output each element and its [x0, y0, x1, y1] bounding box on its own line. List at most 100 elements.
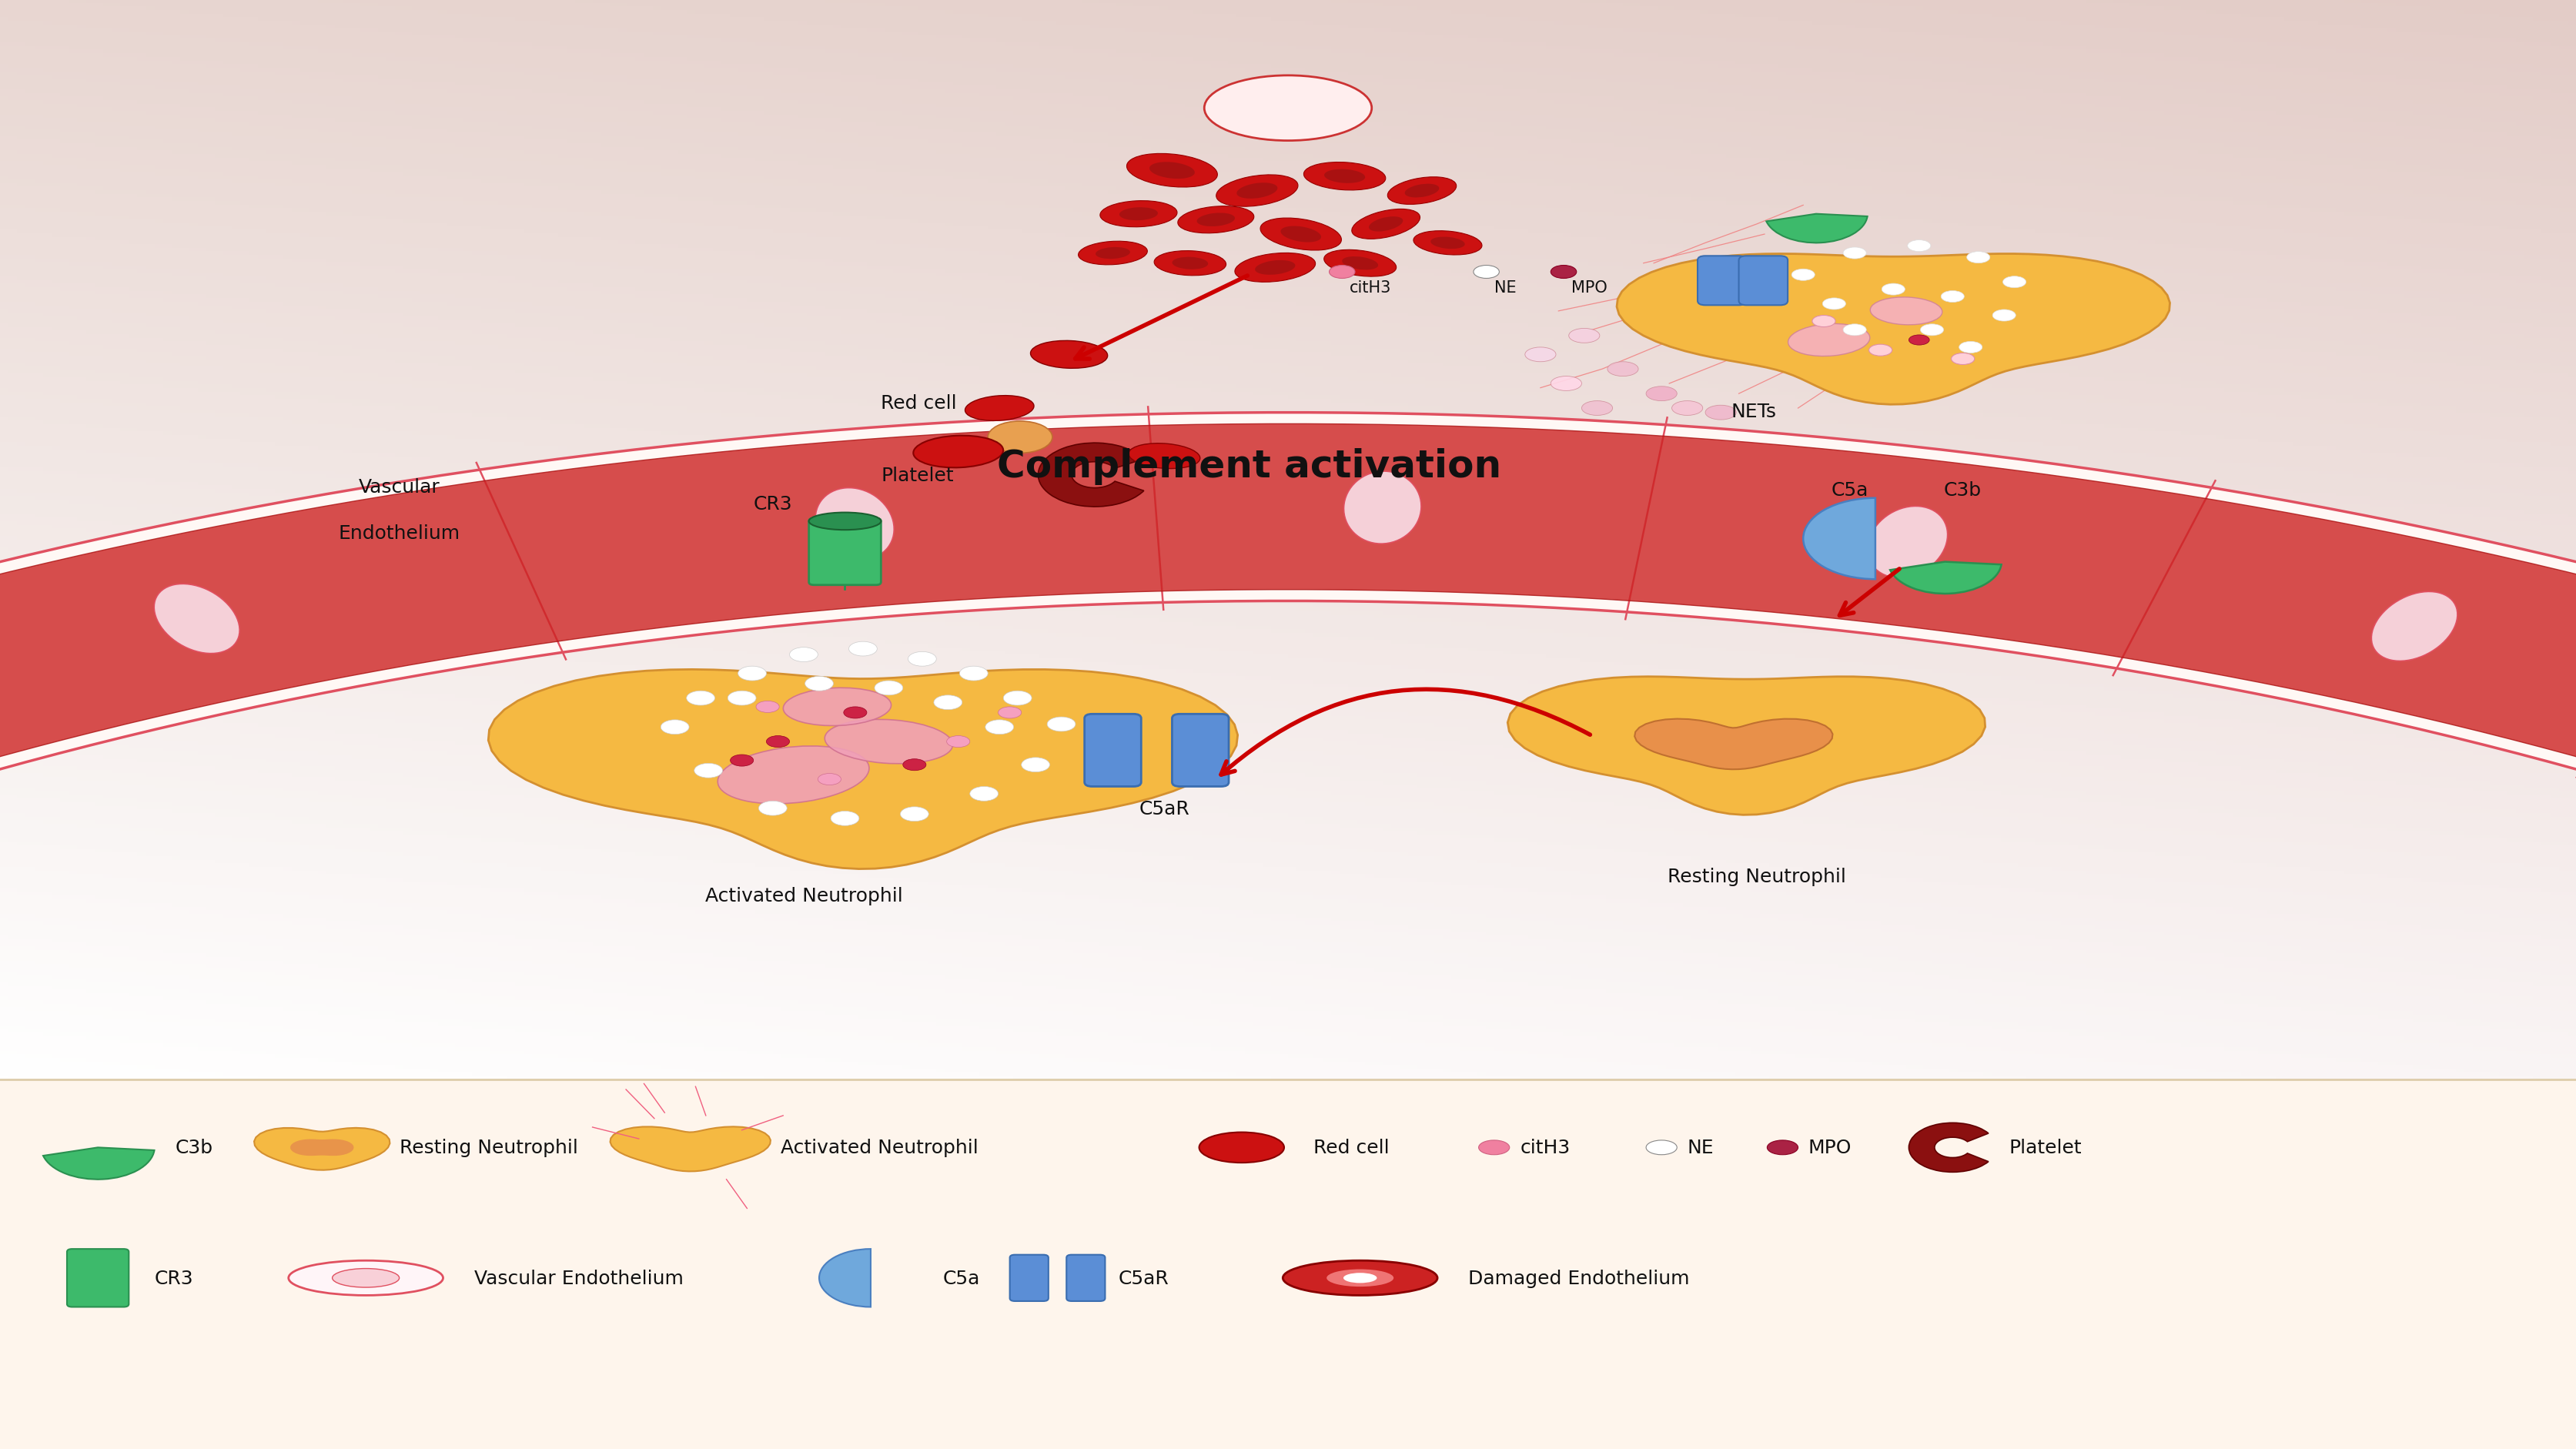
Bar [0, 1080, 2576, 1449]
FancyBboxPatch shape [1739, 256, 1788, 306]
Ellipse shape [997, 707, 1020, 719]
Ellipse shape [845, 707, 866, 719]
Ellipse shape [685, 691, 716, 706]
Text: C3b: C3b [175, 1139, 214, 1156]
Ellipse shape [1844, 248, 1865, 259]
Ellipse shape [1909, 241, 1932, 252]
Text: citH3: citH3 [1350, 281, 1391, 296]
Ellipse shape [1793, 270, 1814, 281]
Ellipse shape [1255, 261, 1296, 275]
Ellipse shape [696, 764, 721, 778]
Text: Resting Neutrophil: Resting Neutrophil [399, 1139, 577, 1156]
Ellipse shape [1126, 154, 1218, 188]
Ellipse shape [1870, 297, 1942, 326]
Ellipse shape [1324, 170, 1365, 184]
Ellipse shape [1345, 1272, 1376, 1284]
Ellipse shape [1582, 401, 1613, 416]
Text: Vascular: Vascular [358, 478, 440, 497]
Ellipse shape [1607, 362, 1638, 377]
Ellipse shape [1280, 226, 1321, 243]
Ellipse shape [1236, 184, 1278, 199]
Ellipse shape [1368, 217, 1404, 232]
Ellipse shape [1569, 329, 1600, 343]
Ellipse shape [948, 736, 971, 748]
Text: Activated Neutrophil: Activated Neutrophil [706, 887, 902, 904]
Ellipse shape [1646, 387, 1677, 401]
Ellipse shape [1473, 265, 1499, 278]
FancyBboxPatch shape [1084, 714, 1141, 787]
Text: Platelet: Platelet [881, 467, 953, 485]
Polygon shape [0, 413, 2576, 1237]
FancyBboxPatch shape [1172, 714, 1229, 787]
Text: C5a: C5a [1832, 481, 1868, 500]
Ellipse shape [1922, 325, 1942, 336]
Ellipse shape [1994, 310, 2014, 322]
Ellipse shape [902, 759, 925, 771]
Ellipse shape [1824, 298, 1844, 310]
Text: C3b: C3b [1945, 481, 1981, 500]
Ellipse shape [1329, 265, 1355, 278]
Ellipse shape [1121, 207, 1157, 222]
Ellipse shape [1788, 325, 1870, 356]
Text: CR3: CR3 [155, 1269, 193, 1287]
Ellipse shape [1327, 1269, 1394, 1287]
Text: Resting Neutrophil: Resting Neutrophil [1667, 868, 1847, 885]
Ellipse shape [1128, 443, 1200, 469]
Text: MPO: MPO [1571, 281, 1607, 296]
Ellipse shape [155, 584, 240, 653]
Ellipse shape [817, 488, 894, 561]
Text: citH3: citH3 [1520, 1139, 1571, 1156]
Ellipse shape [1953, 354, 1973, 365]
Ellipse shape [788, 648, 819, 662]
Ellipse shape [969, 787, 997, 801]
Ellipse shape [1324, 251, 1396, 277]
Ellipse shape [1046, 717, 1077, 732]
Text: NE: NE [1494, 281, 1517, 296]
FancyBboxPatch shape [1066, 1255, 1105, 1301]
Ellipse shape [1303, 162, 1386, 191]
Ellipse shape [1149, 162, 1195, 180]
Text: NETs: NETs [1731, 403, 1777, 422]
Ellipse shape [1100, 201, 1177, 227]
Polygon shape [255, 1127, 389, 1171]
Ellipse shape [1002, 691, 1033, 706]
Text: Complement activation: Complement activation [997, 448, 1502, 485]
Ellipse shape [1203, 75, 1370, 142]
Wedge shape [44, 1148, 155, 1179]
Ellipse shape [1868, 507, 1947, 578]
Ellipse shape [1479, 1140, 1510, 1155]
Text: Damaged Endothelium: Damaged Endothelium [1468, 1269, 1690, 1287]
Ellipse shape [1870, 345, 1891, 356]
Ellipse shape [1525, 348, 1556, 362]
Wedge shape [1909, 1123, 1989, 1172]
Ellipse shape [958, 667, 987, 681]
Ellipse shape [1909, 335, 1929, 346]
FancyBboxPatch shape [1698, 256, 1747, 306]
Text: C5a: C5a [943, 1269, 979, 1287]
Ellipse shape [729, 755, 752, 767]
Ellipse shape [1172, 258, 1208, 270]
Text: CR3: CR3 [752, 496, 793, 513]
Polygon shape [291, 1139, 353, 1156]
Ellipse shape [1814, 316, 1834, 327]
Ellipse shape [1551, 377, 1582, 391]
Ellipse shape [737, 667, 768, 681]
Ellipse shape [1646, 1140, 1677, 1155]
Wedge shape [819, 1249, 871, 1307]
Text: C5aR: C5aR [1118, 1269, 1170, 1287]
Ellipse shape [1342, 256, 1378, 271]
Ellipse shape [1154, 251, 1226, 277]
Ellipse shape [726, 691, 757, 706]
Ellipse shape [909, 652, 938, 667]
Ellipse shape [1767, 1140, 1798, 1155]
Ellipse shape [819, 774, 840, 785]
Ellipse shape [914, 436, 1002, 468]
Ellipse shape [757, 801, 788, 816]
Ellipse shape [1551, 265, 1577, 278]
Text: MPO: MPO [1808, 1139, 1852, 1156]
Ellipse shape [850, 642, 876, 656]
Ellipse shape [1430, 238, 1466, 249]
Ellipse shape [1020, 758, 1048, 772]
Ellipse shape [2004, 277, 2025, 288]
Ellipse shape [987, 422, 1054, 454]
